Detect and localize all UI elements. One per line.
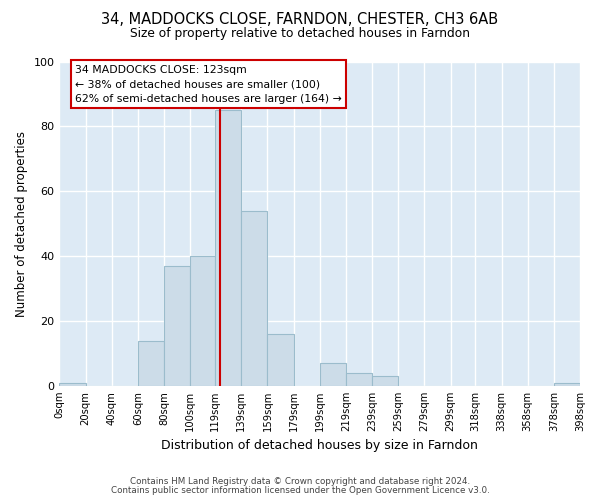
Text: Contains HM Land Registry data © Crown copyright and database right 2024.: Contains HM Land Registry data © Crown c… xyxy=(130,477,470,486)
Text: Size of property relative to detached houses in Farndon: Size of property relative to detached ho… xyxy=(130,28,470,40)
Bar xyxy=(320,363,346,386)
Bar xyxy=(215,110,241,386)
Bar xyxy=(164,266,190,386)
Bar xyxy=(268,334,293,386)
Bar xyxy=(372,376,398,386)
Bar xyxy=(554,382,580,386)
Y-axis label: Number of detached properties: Number of detached properties xyxy=(15,130,28,316)
Text: Contains public sector information licensed under the Open Government Licence v3: Contains public sector information licen… xyxy=(110,486,490,495)
Bar xyxy=(138,340,164,386)
Text: 34 MADDOCKS CLOSE: 123sqm
← 38% of detached houses are smaller (100)
62% of semi: 34 MADDOCKS CLOSE: 123sqm ← 38% of detac… xyxy=(75,64,342,104)
X-axis label: Distribution of detached houses by size in Farndon: Distribution of detached houses by size … xyxy=(161,440,478,452)
Bar xyxy=(241,210,268,386)
Bar xyxy=(346,373,372,386)
Bar xyxy=(190,256,215,386)
Text: 34, MADDOCKS CLOSE, FARNDON, CHESTER, CH3 6AB: 34, MADDOCKS CLOSE, FARNDON, CHESTER, CH… xyxy=(101,12,499,28)
Bar xyxy=(59,382,86,386)
